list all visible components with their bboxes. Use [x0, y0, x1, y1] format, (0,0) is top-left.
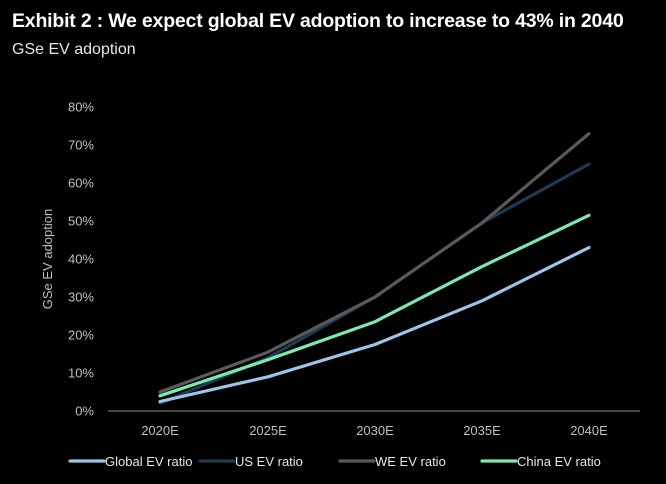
- y-axis-label-group: GSe EV adoption: [40, 209, 55, 309]
- y-tick-label: 10%: [68, 366, 94, 381]
- legend-label-we-ev-ratio: WE EV ratio: [375, 454, 446, 469]
- chart-subtitle: GSe EV adoption: [12, 41, 136, 58]
- x-tick-label: 2025E: [249, 423, 287, 438]
- chart-title: Exhibit 2 : We expect global EV adoption…: [12, 10, 624, 32]
- y-tick-label: 0%: [75, 404, 94, 419]
- y-tick-label: 80%: [68, 100, 94, 115]
- x-tick-label: 2020E: [141, 423, 179, 438]
- x-axis: 2020E 2025E 2030E 2035E 2040E: [108, 410, 640, 438]
- series-line-china-ev-ratio: [158, 213, 591, 398]
- y-tick-label: 70%: [68, 138, 94, 153]
- x-tick-label: 2030E: [356, 423, 394, 438]
- legend-label-global-ev-ratio: Global EV ratio: [105, 454, 192, 469]
- legend-label-china-ev-ratio: China EV ratio: [517, 454, 601, 469]
- y-axis: 0% 10% 20% 30% 40% 50% 60% 70% 80%: [68, 100, 94, 419]
- y-tick-label: 20%: [68, 328, 94, 343]
- y-tick-label: 60%: [68, 176, 94, 191]
- y-tick-label: 30%: [68, 290, 94, 305]
- legend-label-us-ev-ratio: US EV ratio: [235, 454, 303, 469]
- y-axis-label: GSe EV adoption: [40, 209, 55, 309]
- y-tick-label: 40%: [68, 252, 94, 267]
- legend: Global EV ratio US EV ratio WE EV ratio Chi…: [68, 454, 601, 469]
- series-lines: [158, 132, 591, 405]
- series-line-we-ev-ratio: [158, 132, 591, 394]
- y-tick-label: 50%: [68, 214, 94, 229]
- series-line-global-ev-ratio: [158, 246, 591, 404]
- x-tick-label: 2035E: [463, 423, 501, 438]
- x-tick-label: 2040E: [570, 423, 608, 438]
